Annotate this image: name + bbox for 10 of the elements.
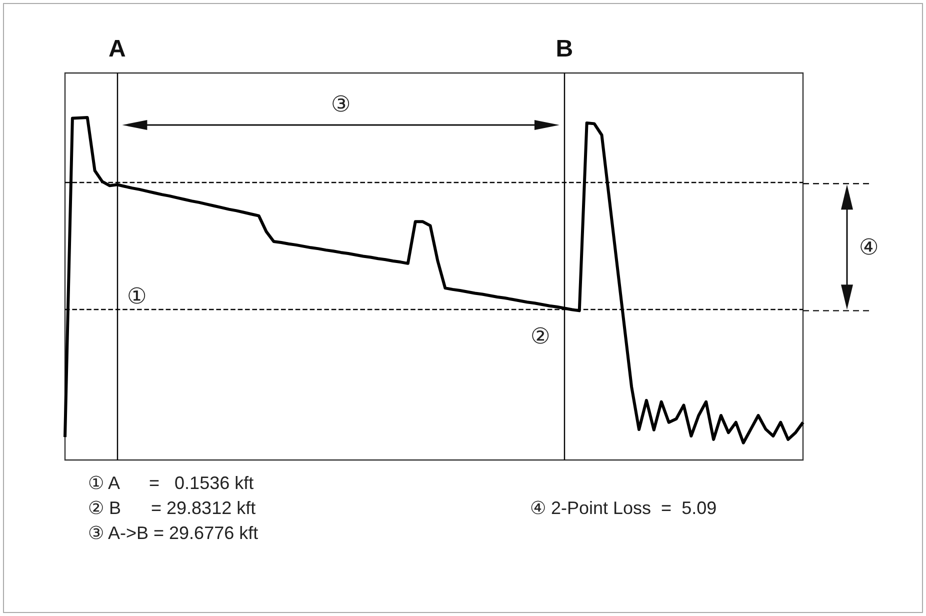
text: ② B = 29.8312 kft (88, 498, 256, 518)
x-tick-label: B (556, 36, 574, 62)
text: ④ (859, 234, 879, 260)
text: ③ (330, 92, 351, 116)
text: ③ A->B = 29.6776 kft (88, 523, 258, 543)
annotation: ① (127, 284, 148, 308)
text: ① A = 0.1536 kft (88, 473, 254, 493)
x-tick-label: A (108, 36, 126, 62)
annotation: ② (530, 324, 550, 348)
text: ④ 2-Point Loss = 5.09 (530, 498, 717, 518)
